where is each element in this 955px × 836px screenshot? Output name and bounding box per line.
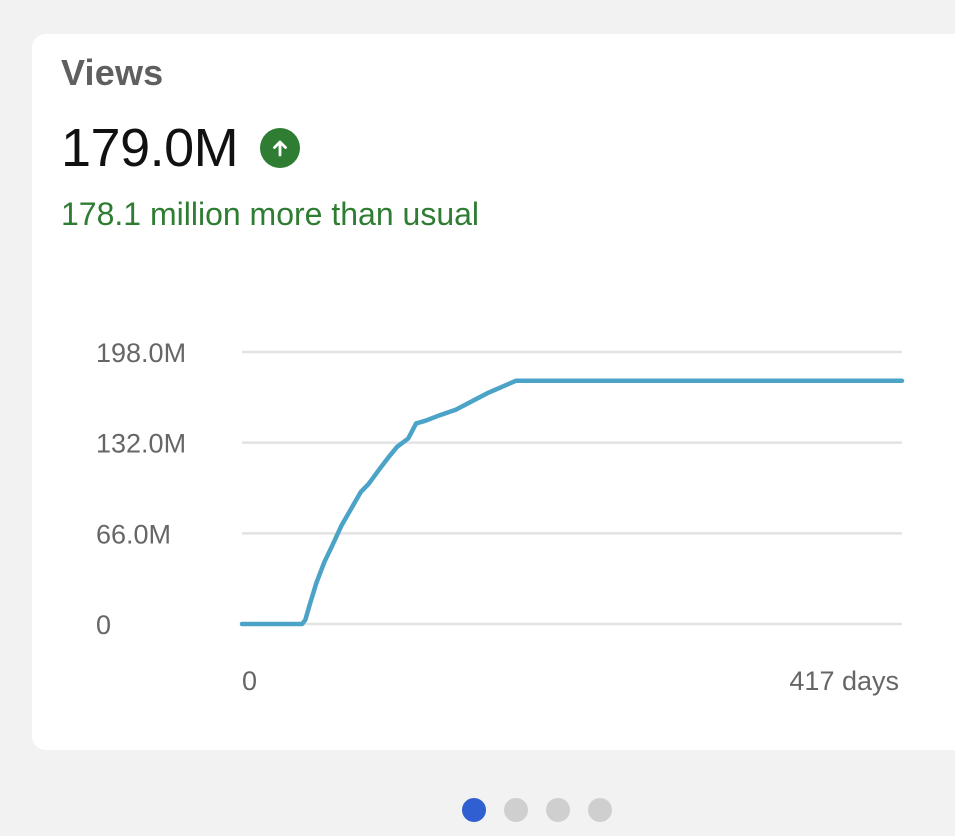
page-dot[interactable] — [546, 798, 570, 822]
x-tick-label: 417 days — [789, 666, 899, 696]
card-title: Views — [61, 52, 164, 93]
views-value: 179.0M — [61, 118, 239, 178]
y-tick-label: 0 — [96, 610, 111, 640]
views-series-line — [239, 378, 905, 627]
pagination-dots — [462, 798, 612, 822]
page-dot[interactable] — [588, 798, 612, 822]
arrow-up-glyph — [273, 140, 288, 157]
y-tick-label: 66.0M — [96, 519, 171, 549]
value-row: 179.0M — [61, 118, 301, 178]
delta-text: 178.1 million more than usual — [61, 196, 480, 232]
y-tick-label: 198.0M — [96, 338, 186, 368]
views-line-chart: 198.0M 132.0M 66.0M 0 0 417 days — [96, 338, 905, 696]
x-tick-label: 0 — [242, 666, 257, 696]
y-tick-label: 132.0M — [96, 429, 186, 459]
arrow-up-circle-icon — [260, 128, 301, 168]
page-dot-active[interactable] — [462, 798, 486, 822]
page-dot[interactable] — [504, 798, 528, 822]
